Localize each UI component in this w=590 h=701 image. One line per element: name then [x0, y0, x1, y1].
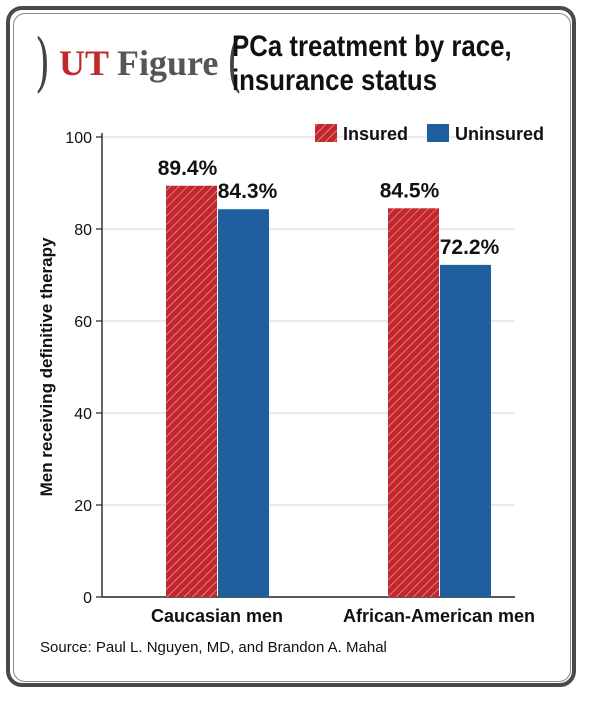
brand-ut: UT	[58, 43, 109, 83]
chart-title: PCa treatment by race, insurance status	[232, 30, 572, 98]
bar-insured-1	[388, 208, 439, 598]
y-tick-label: 80	[74, 222, 92, 239]
y-tick-label: 20	[74, 498, 92, 515]
right-bracket-glyph: (	[227, 26, 243, 100]
x-tick-label: Caucasian men	[151, 606, 283, 626]
legend-label-insured: Insured	[343, 124, 408, 144]
figure-inner-border	[13, 13, 571, 682]
brand-figure: Figure	[116, 43, 219, 83]
title-line-1: PCa treatment by race,	[232, 30, 512, 63]
ut-figure-logo: ) UT Figure (	[30, 28, 247, 98]
y-tick-label: 40	[74, 406, 92, 423]
y-axis-label: Men receiving definitive therapy	[37, 237, 56, 496]
source-note: Source: Paul L. Nguyen, MD, and Brandon …	[40, 639, 387, 656]
bar-insured-0	[166, 185, 217, 597]
legend-swatch-uninsured	[427, 124, 449, 142]
data-label: 89.4%	[158, 157, 218, 180]
left-bracket-glyph: )	[34, 26, 50, 100]
x-tick-label: African-American men	[343, 606, 535, 626]
y-tick-label: 0	[83, 590, 92, 607]
legend-label-uninsured: Uninsured	[455, 124, 544, 144]
bar-uninsured-0	[218, 209, 269, 597]
y-tick-label: 100	[65, 130, 92, 147]
data-label: 72.2%	[440, 236, 500, 259]
title-line-2: insurance status	[232, 64, 438, 97]
legend-swatch-insured	[315, 124, 337, 142]
data-label: 84.5%	[380, 179, 440, 202]
y-tick-label: 60	[74, 314, 92, 331]
bar-uninsured-1	[440, 264, 491, 597]
data-label: 84.3%	[218, 180, 278, 203]
